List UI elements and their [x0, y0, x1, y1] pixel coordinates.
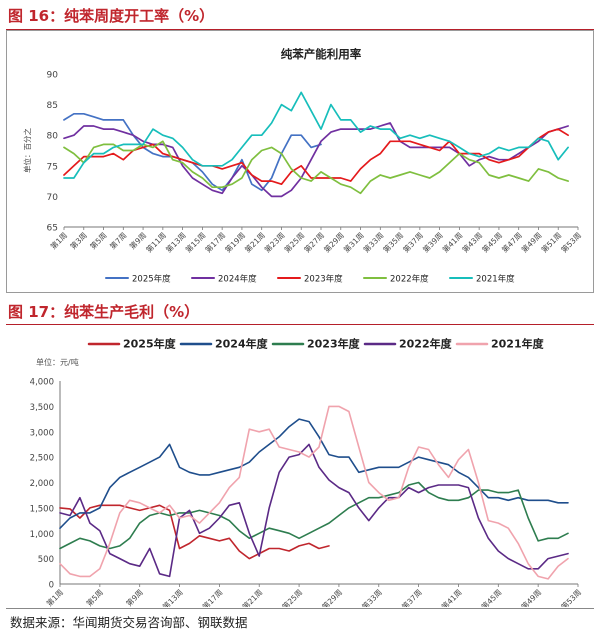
- x-tick-label: 第43周: [460, 230, 484, 254]
- x-tick-label: 第47周: [499, 230, 523, 254]
- series-line-2: [59, 418, 569, 529]
- y-tick-label: 75: [47, 162, 58, 172]
- x-tick-label: 第37周: [399, 587, 423, 607]
- x-tick-label: 第23周: [262, 230, 286, 254]
- production-margin-chart: 单位：元/吨 0 500 1,000 1,500 2,000 2,500 3,000 3,500…: [30, 337, 583, 612]
- y-tick-label: 2,000: [30, 479, 54, 489]
- legend-label: 2025年度: [132, 274, 171, 285]
- x-tick-label: 第29周: [321, 230, 345, 254]
- legend-label: 2023年度: [304, 274, 343, 285]
- x-tick-label: 第13周: [160, 587, 184, 607]
- x-tick-label: 第45周: [479, 587, 503, 607]
- legend-item-4: 2022年度: [363, 337, 453, 351]
- legend-label: 2024年度: [215, 337, 269, 351]
- x-tick-label: 第5周: [88, 230, 109, 251]
- y-tick-label: 2,500: [30, 454, 54, 464]
- legend-label: 2022年度: [390, 274, 429, 285]
- legend-item-3: 2023年度: [271, 337, 361, 351]
- x-tick-label: 第53周: [559, 230, 583, 254]
- x-tick-label: 第53周: [559, 587, 583, 607]
- y-tick-label: 70: [47, 193, 59, 203]
- figure-16-caption: 图 16：纯苯周度开工率（%）: [8, 7, 215, 25]
- x-tick-label: 第3周: [68, 230, 89, 251]
- x-tick-label: 第25周: [282, 230, 306, 254]
- figure-16-panel: 纯苯产能利用率 单位：百分之 65 70 75 80 85 90 第1周 第3周 第5周 第7周 第9周…: [6, 30, 594, 295]
- series-line-2: [63, 122, 569, 198]
- chart-title: 纯苯产能利用率: [281, 47, 362, 61]
- x-tick-label: 第25周: [280, 587, 304, 607]
- x-tick-label: 第45周: [480, 230, 504, 254]
- legend-label: 2023年度: [307, 337, 361, 351]
- x-tick-label: 第41周: [440, 230, 464, 254]
- x-tick-label: 第39周: [420, 230, 444, 254]
- y-tick-label: 3,500: [30, 403, 54, 413]
- x-tick-label: 第9周: [124, 587, 145, 607]
- y-tick-label: 80: [47, 132, 59, 142]
- x-tick-label: 第7周: [107, 230, 128, 251]
- legend-item-5: 2021年度: [455, 337, 545, 351]
- legend-label: 2021年度: [491, 337, 545, 351]
- x-tick-label: 第17周: [200, 587, 224, 607]
- legend-item-3: 2023年度: [277, 274, 343, 285]
- series-line-5: [59, 405, 569, 580]
- x-tick-label: 第27周: [302, 230, 326, 254]
- y-tick-label: 500: [38, 555, 54, 565]
- caption-rule-17: [6, 324, 594, 325]
- x-tick-label: 第17周: [203, 230, 227, 254]
- x-tick-label: 第37周: [401, 230, 425, 254]
- caption-rule-16: [6, 29, 594, 30]
- x-tick-label: 第21周: [242, 230, 266, 254]
- series-line-5: [63, 91, 569, 179]
- x-tick-label: 第33周: [359, 587, 383, 607]
- series-line-4: [63, 140, 569, 195]
- x-tick-label: 第49周: [519, 230, 543, 254]
- x-tick-label: 第5周: [84, 587, 105, 607]
- y-tick-label: 1,000: [30, 530, 54, 540]
- y-tick-label: 65: [47, 224, 58, 234]
- data-source-note: 数据来源：华闻期货交易咨询部、钢联数据: [10, 615, 248, 630]
- chart-frame: [6, 30, 594, 293]
- x-tick-label: 第21周: [240, 587, 264, 607]
- y-tick-label: 3,000: [30, 428, 54, 438]
- series-line-4: [59, 443, 569, 578]
- legend-item-4: 2022年度: [363, 274, 429, 285]
- x-tick-label: 第13周: [163, 230, 187, 254]
- legend-item-2: 2024年度: [179, 337, 269, 351]
- x-tick-label: 第19周: [223, 230, 247, 254]
- y-axis-label: 单位：元/吨: [36, 357, 79, 367]
- x-tick-label: 第35周: [381, 230, 405, 254]
- y-tick-label: 4,000: [30, 378, 54, 388]
- legend-label: 2024年度: [218, 274, 257, 285]
- y-axis-label: 单位：百分之: [22, 128, 32, 173]
- legend-item-5: 2021年度: [449, 274, 515, 285]
- figure-17-caption: 图 17：纯苯生产毛利（%）: [8, 303, 200, 321]
- x-tick-label: 第51周: [539, 230, 563, 254]
- x-tick-label: 第1周: [44, 587, 65, 607]
- source-rule: [6, 608, 594, 609]
- legend-label: 2025年度: [123, 337, 177, 351]
- figure-17-panel: 单位：元/吨 0 500 1,000 1,500 2,000 2,500 3,000 3,500…: [6, 325, 594, 612]
- x-tick-label: 第11周: [144, 230, 168, 254]
- legend-item-2: 2024年度: [191, 274, 257, 285]
- series-line-1: [59, 504, 330, 560]
- legend-item-1: 2025年度: [87, 337, 177, 351]
- legend-label: 2022年度: [399, 337, 453, 351]
- y-tick-label: 1,500: [30, 504, 54, 514]
- x-tick-label: 第41周: [439, 587, 463, 607]
- y-tick-label: 85: [47, 101, 58, 111]
- x-tick-label: 第49周: [519, 587, 543, 607]
- legend-label: 2021年度: [476, 274, 515, 285]
- legend-item-1: 2025年度: [105, 274, 171, 285]
- series-line-3: [59, 481, 569, 550]
- x-tick-label: 第29周: [320, 587, 344, 607]
- x-tick-label: 第31周: [341, 230, 365, 254]
- y-tick-label: 90: [47, 71, 59, 81]
- x-tick-label: 第15周: [183, 230, 207, 254]
- x-tick-label: 第33周: [361, 230, 385, 254]
- y-tick-label: 0: [49, 581, 54, 591]
